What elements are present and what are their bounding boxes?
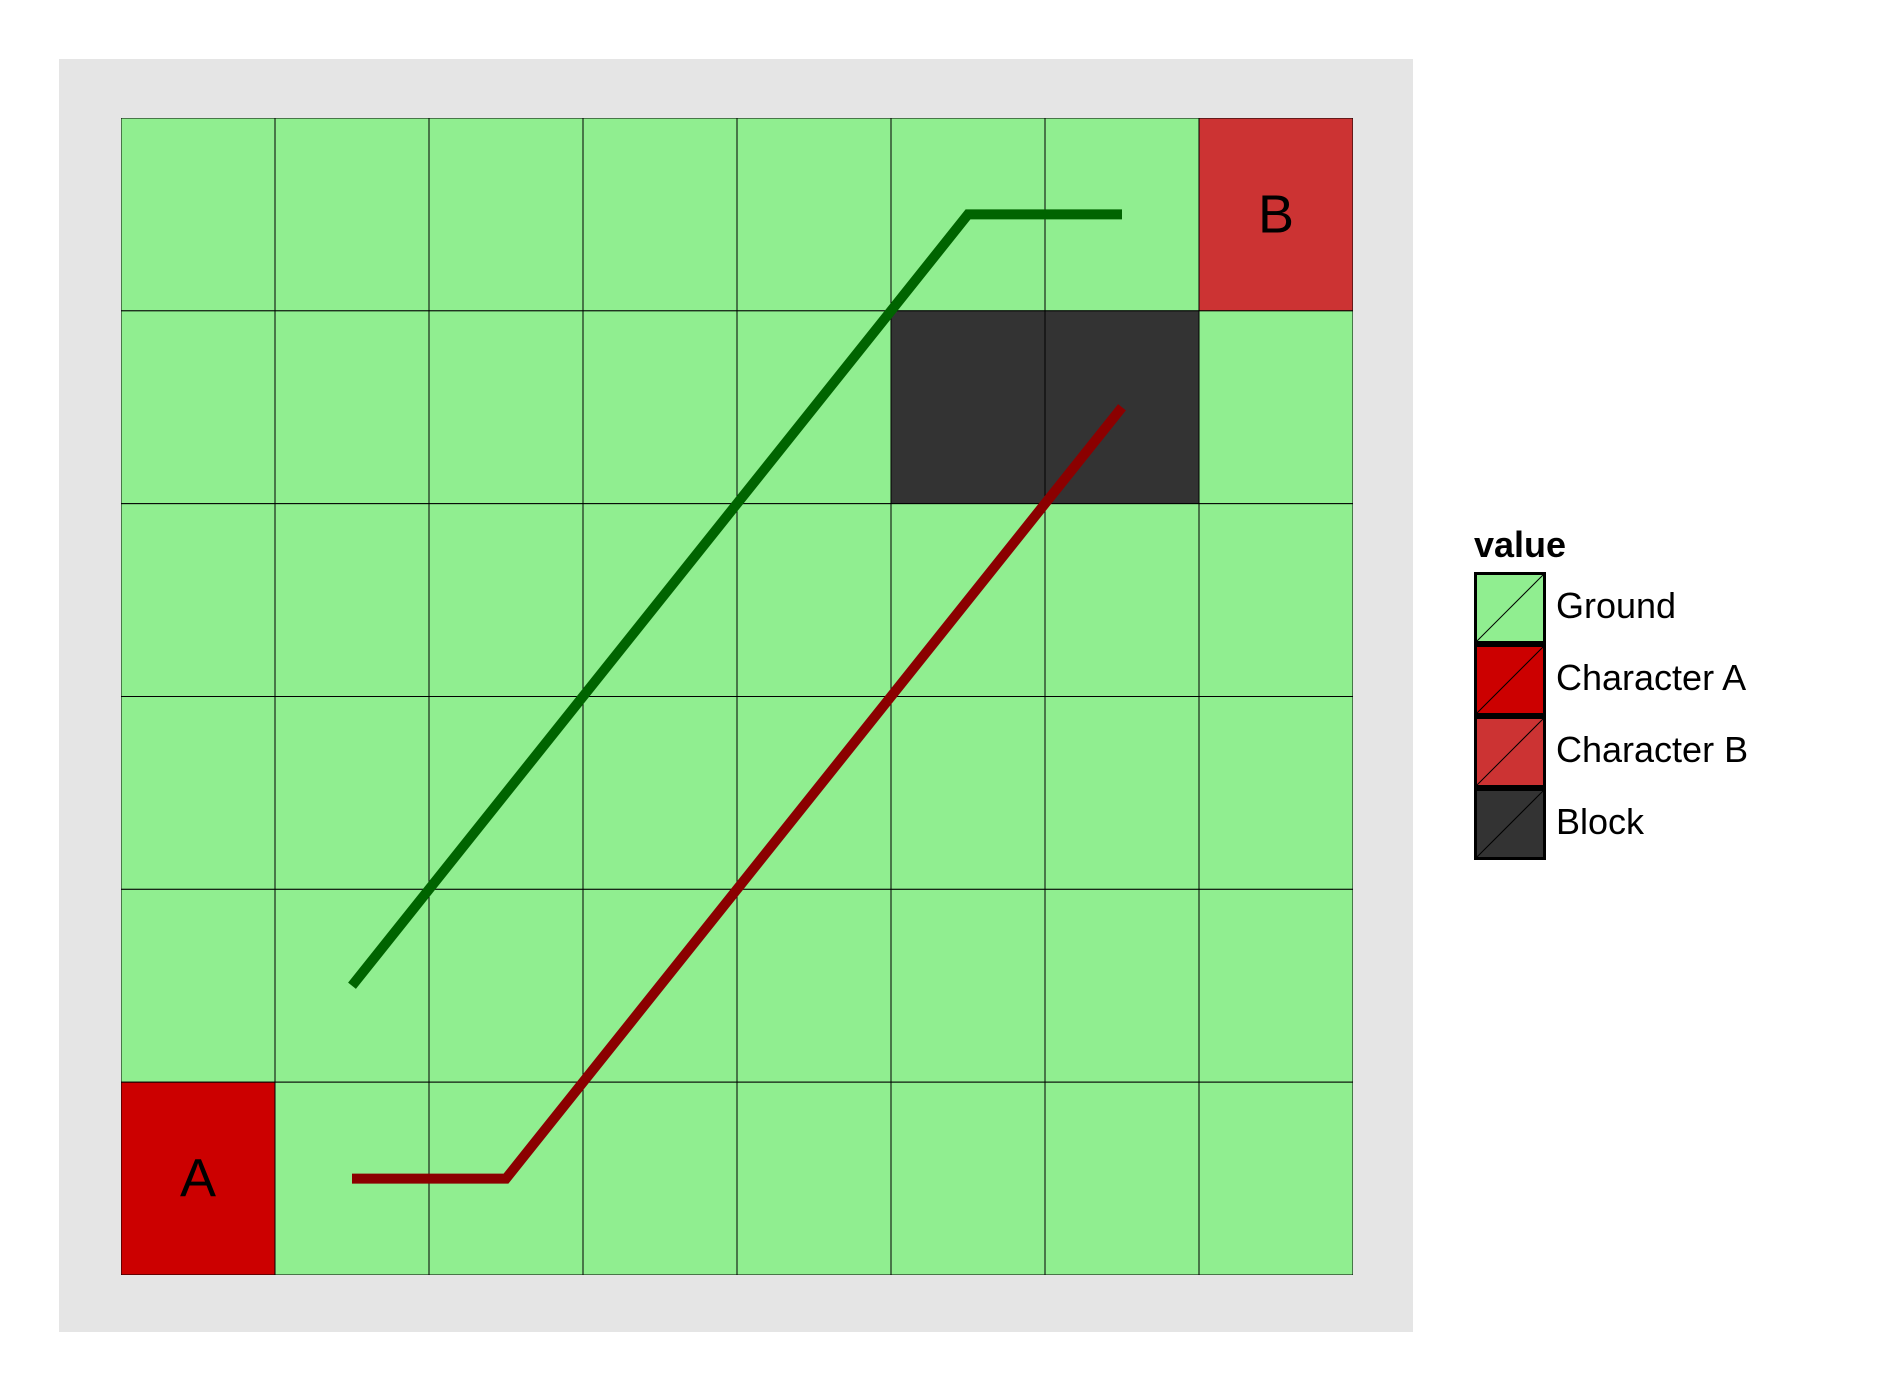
cell-ground-r5-c4	[736, 1081, 892, 1275]
legend-key-ground	[1474, 572, 1546, 644]
cell-ground-r4-c5	[890, 888, 1046, 1083]
legend-title: value	[1474, 524, 1567, 565]
cells-layer	[121, 118, 1353, 1275]
legend: value Ground Character A Character B Blo…	[1474, 520, 1804, 860]
cell-character-b-r0-c7	[1198, 118, 1353, 312]
cell-block-r1-c5	[890, 310, 1046, 505]
cell-ground-r4-c7	[1198, 888, 1353, 1083]
legend-swatch-ground	[1474, 572, 1546, 644]
cell-ground-r2-c7	[1198, 503, 1353, 697]
cell-ground-r2-c6	[1044, 503, 1200, 697]
cell-ground-r4-c2	[428, 888, 584, 1083]
legend-swatch-character-b	[1474, 716, 1546, 788]
cell-ground-r5-c5	[890, 1081, 1046, 1275]
cell-ground-r1-c1	[274, 310, 430, 505]
legend-swatch-block	[1474, 788, 1546, 860]
cell-ground-r0-c1	[274, 118, 430, 312]
board-svg: BA	[121, 118, 1353, 1275]
legend-item-character-a: Character A	[1474, 642, 1804, 716]
cell-ground-r4-c4	[736, 888, 892, 1083]
cell-ground-r1-c7	[1198, 310, 1353, 505]
cell-label-a: A	[180, 1149, 216, 1209]
cell-ground-r0-c4	[736, 118, 892, 312]
cell-ground-r2-c1	[274, 503, 430, 697]
cell-ground-r3-c1	[274, 696, 430, 890]
cell-ground-r3-c0	[121, 696, 276, 890]
legend-label-character-b: Character B	[1556, 729, 1749, 770]
cell-ground-r0-c3	[582, 118, 738, 312]
cell-ground-r4-c6	[1044, 888, 1200, 1083]
legend-label-character-a: Character A	[1556, 657, 1747, 698]
legend-key-block	[1474, 788, 1546, 860]
legend-item-ground: Ground	[1474, 570, 1804, 644]
labels-layer: BA	[180, 184, 1294, 1208]
cell-ground-r4-c0	[121, 888, 276, 1083]
cell-ground-r1-c2	[428, 310, 584, 505]
cell-ground-r3-c5	[890, 696, 1046, 890]
cell-ground-r1-c0	[121, 310, 276, 505]
cell-ground-r5-c7	[1198, 1081, 1353, 1275]
cell-ground-r3-c7	[1198, 696, 1353, 890]
legend-item-block: Block	[1474, 786, 1804, 860]
cell-ground-r2-c4	[736, 503, 892, 697]
cell-ground-r1-c3	[582, 310, 738, 505]
cell-ground-r5-c3	[582, 1081, 738, 1275]
cell-character-a-r5-c0	[121, 1081, 276, 1275]
cell-ground-r3-c6	[1044, 696, 1200, 890]
cell-ground-r2-c0	[121, 503, 276, 697]
legend-item-character-b: Character B	[1474, 714, 1804, 788]
cell-ground-r5-c6	[1044, 1081, 1200, 1275]
legend-label-block: Block	[1556, 801, 1645, 842]
paths-layer	[348, 209, 1126, 1184]
cell-ground-r2-c2	[428, 503, 584, 697]
cell-ground-r0-c2	[428, 118, 584, 312]
legend-key-character-b	[1474, 716, 1546, 788]
cell-ground-r0-c0	[121, 118, 276, 312]
path-red	[352, 404, 1126, 1184]
legend-swatch-character-a	[1474, 644, 1546, 716]
path-green	[348, 209, 1122, 989]
legend-label-ground: Ground	[1556, 585, 1677, 626]
legend-key-character-a	[1474, 644, 1546, 716]
cell-label-b: B	[1258, 184, 1294, 244]
cell-ground-r3-c3	[582, 696, 738, 890]
